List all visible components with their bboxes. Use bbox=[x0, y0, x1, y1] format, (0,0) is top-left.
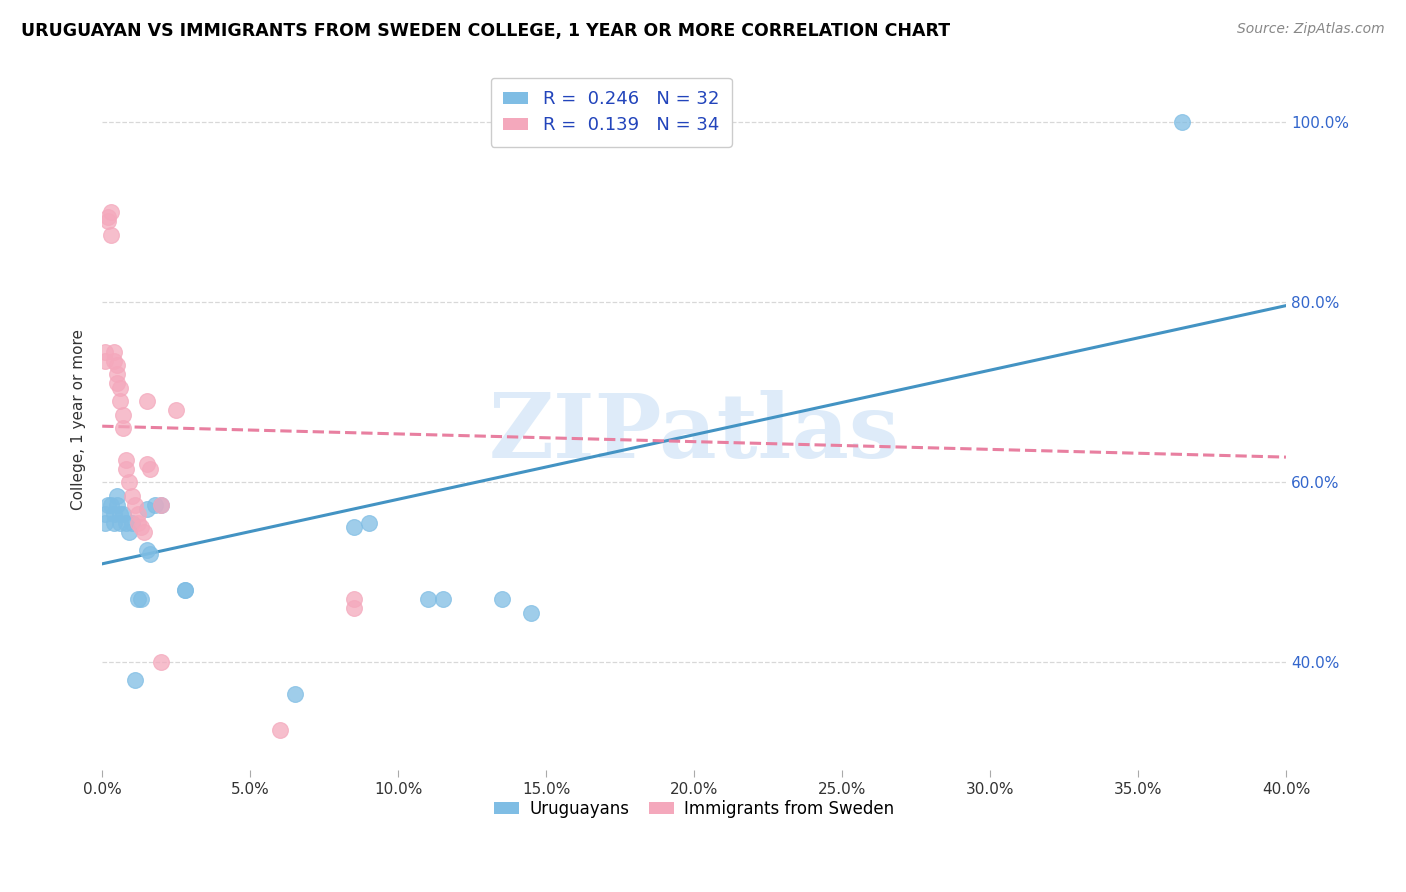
Point bbox=[432, 592, 454, 607]
Point bbox=[174, 583, 197, 598]
Point bbox=[150, 498, 173, 512]
Point bbox=[343, 520, 366, 534]
Point bbox=[97, 210, 120, 224]
Point bbox=[416, 592, 439, 607]
Legend: Uruguayans, Immigrants from Sweden: Uruguayans, Immigrants from Sweden bbox=[488, 794, 901, 825]
Point bbox=[129, 520, 152, 534]
Point bbox=[135, 502, 157, 516]
Point bbox=[94, 353, 117, 368]
Point bbox=[624, 115, 647, 129]
Point bbox=[491, 592, 513, 607]
Point bbox=[94, 516, 117, 530]
Point bbox=[103, 516, 125, 530]
Point bbox=[127, 516, 149, 530]
Point bbox=[115, 461, 138, 475]
Point bbox=[103, 353, 125, 368]
Point bbox=[138, 461, 160, 475]
Point bbox=[129, 592, 152, 607]
Point bbox=[284, 687, 307, 701]
Point bbox=[1171, 115, 1194, 129]
Point bbox=[121, 489, 143, 503]
Point bbox=[145, 498, 167, 512]
Point bbox=[135, 457, 157, 471]
Point bbox=[100, 227, 122, 242]
Point bbox=[115, 452, 138, 467]
Point bbox=[124, 498, 146, 512]
Point bbox=[357, 516, 380, 530]
Point bbox=[269, 723, 291, 737]
Point bbox=[121, 516, 143, 530]
Point bbox=[115, 516, 138, 530]
Point bbox=[111, 507, 134, 521]
Point bbox=[118, 524, 141, 539]
Point bbox=[103, 344, 125, 359]
Point bbox=[105, 376, 128, 391]
Point bbox=[111, 408, 134, 422]
Point bbox=[138, 547, 160, 561]
Y-axis label: College, 1 year or more: College, 1 year or more bbox=[72, 329, 86, 509]
Point bbox=[127, 592, 149, 607]
Point bbox=[150, 655, 173, 669]
Point bbox=[108, 394, 131, 409]
Point bbox=[343, 601, 366, 615]
Point bbox=[97, 498, 120, 512]
Point bbox=[127, 507, 149, 521]
Text: ZIPatlas: ZIPatlas bbox=[489, 390, 900, 477]
Point bbox=[105, 368, 128, 382]
Point bbox=[108, 507, 131, 521]
Point bbox=[94, 344, 117, 359]
Point bbox=[118, 475, 141, 490]
Point bbox=[108, 516, 131, 530]
Point bbox=[105, 489, 128, 503]
Point bbox=[520, 606, 543, 620]
Point bbox=[150, 498, 173, 512]
Point bbox=[124, 673, 146, 687]
Point bbox=[135, 394, 157, 409]
Point bbox=[105, 498, 128, 512]
Point bbox=[135, 542, 157, 557]
Point bbox=[111, 421, 134, 435]
Text: Source: ZipAtlas.com: Source: ZipAtlas.com bbox=[1237, 22, 1385, 37]
Point bbox=[132, 524, 155, 539]
Point bbox=[174, 583, 197, 598]
Text: URUGUAYAN VS IMMIGRANTS FROM SWEDEN COLLEGE, 1 YEAR OR MORE CORRELATION CHART: URUGUAYAN VS IMMIGRANTS FROM SWEDEN COLL… bbox=[21, 22, 950, 40]
Point bbox=[97, 214, 120, 228]
Point bbox=[94, 507, 117, 521]
Point bbox=[100, 498, 122, 512]
Point bbox=[108, 381, 131, 395]
Point bbox=[105, 359, 128, 373]
Point bbox=[100, 205, 122, 219]
Point bbox=[103, 507, 125, 521]
Point bbox=[343, 592, 366, 607]
Point bbox=[165, 403, 187, 417]
